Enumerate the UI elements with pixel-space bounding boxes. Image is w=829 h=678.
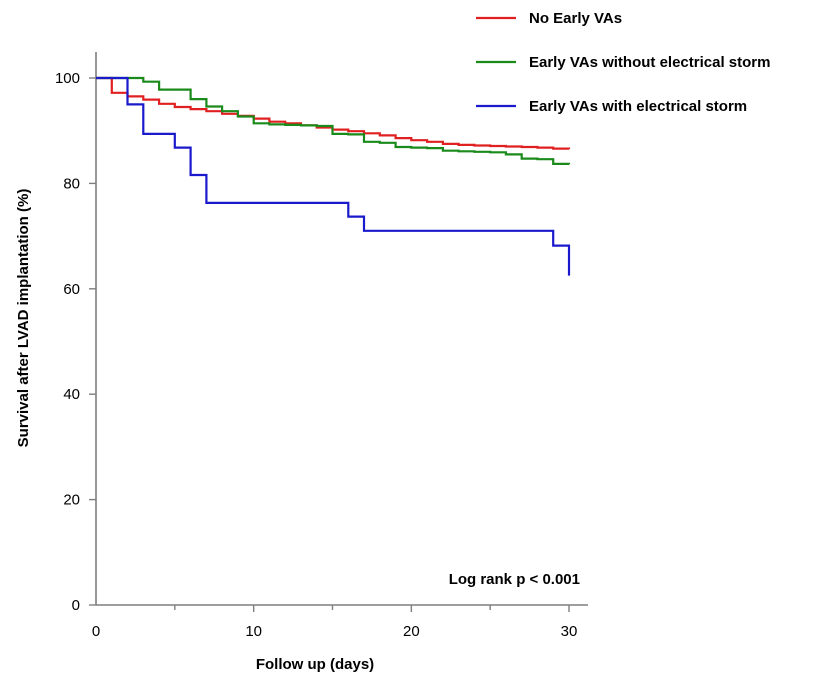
x-tick-label-10: 10 <box>245 623 262 640</box>
x-tick-label-0: 0 <box>92 623 100 640</box>
y-tick-label-80: 80 <box>63 175 80 192</box>
y-tick-label-100: 100 <box>55 70 80 87</box>
axes <box>95 52 588 606</box>
y-tick-label-20: 20 <box>63 492 80 509</box>
log-rank-annotation: Log rank p < 0.001 <box>449 571 580 588</box>
y-axis-title: Survival after LVAD implantation (%) <box>15 189 32 448</box>
x-axis-title: Follow up (days) <box>256 656 374 673</box>
x-tick-label-20: 20 <box>403 623 420 640</box>
y-tick-label-60: 60 <box>63 281 80 298</box>
series-line-2 <box>96 76 571 165</box>
y-tick-label-0: 0 <box>72 597 80 614</box>
legend-label-1: No Early VAs <box>529 10 622 27</box>
x-tick-label-30: 30 <box>561 623 578 640</box>
legend-label-3: Early VAs with electrical storm <box>529 98 747 115</box>
ticks: 0 20 40 60 80 100 0 10 20 30 <box>55 70 577 640</box>
series-line-3 <box>96 76 571 276</box>
series-lines <box>96 76 571 276</box>
y-tick-label-40: 40 <box>63 386 80 403</box>
legend: No Early VAs Early VAs without electrical… <box>476 10 770 115</box>
legend-label-2: Early VAs without electrical storm <box>529 54 770 71</box>
